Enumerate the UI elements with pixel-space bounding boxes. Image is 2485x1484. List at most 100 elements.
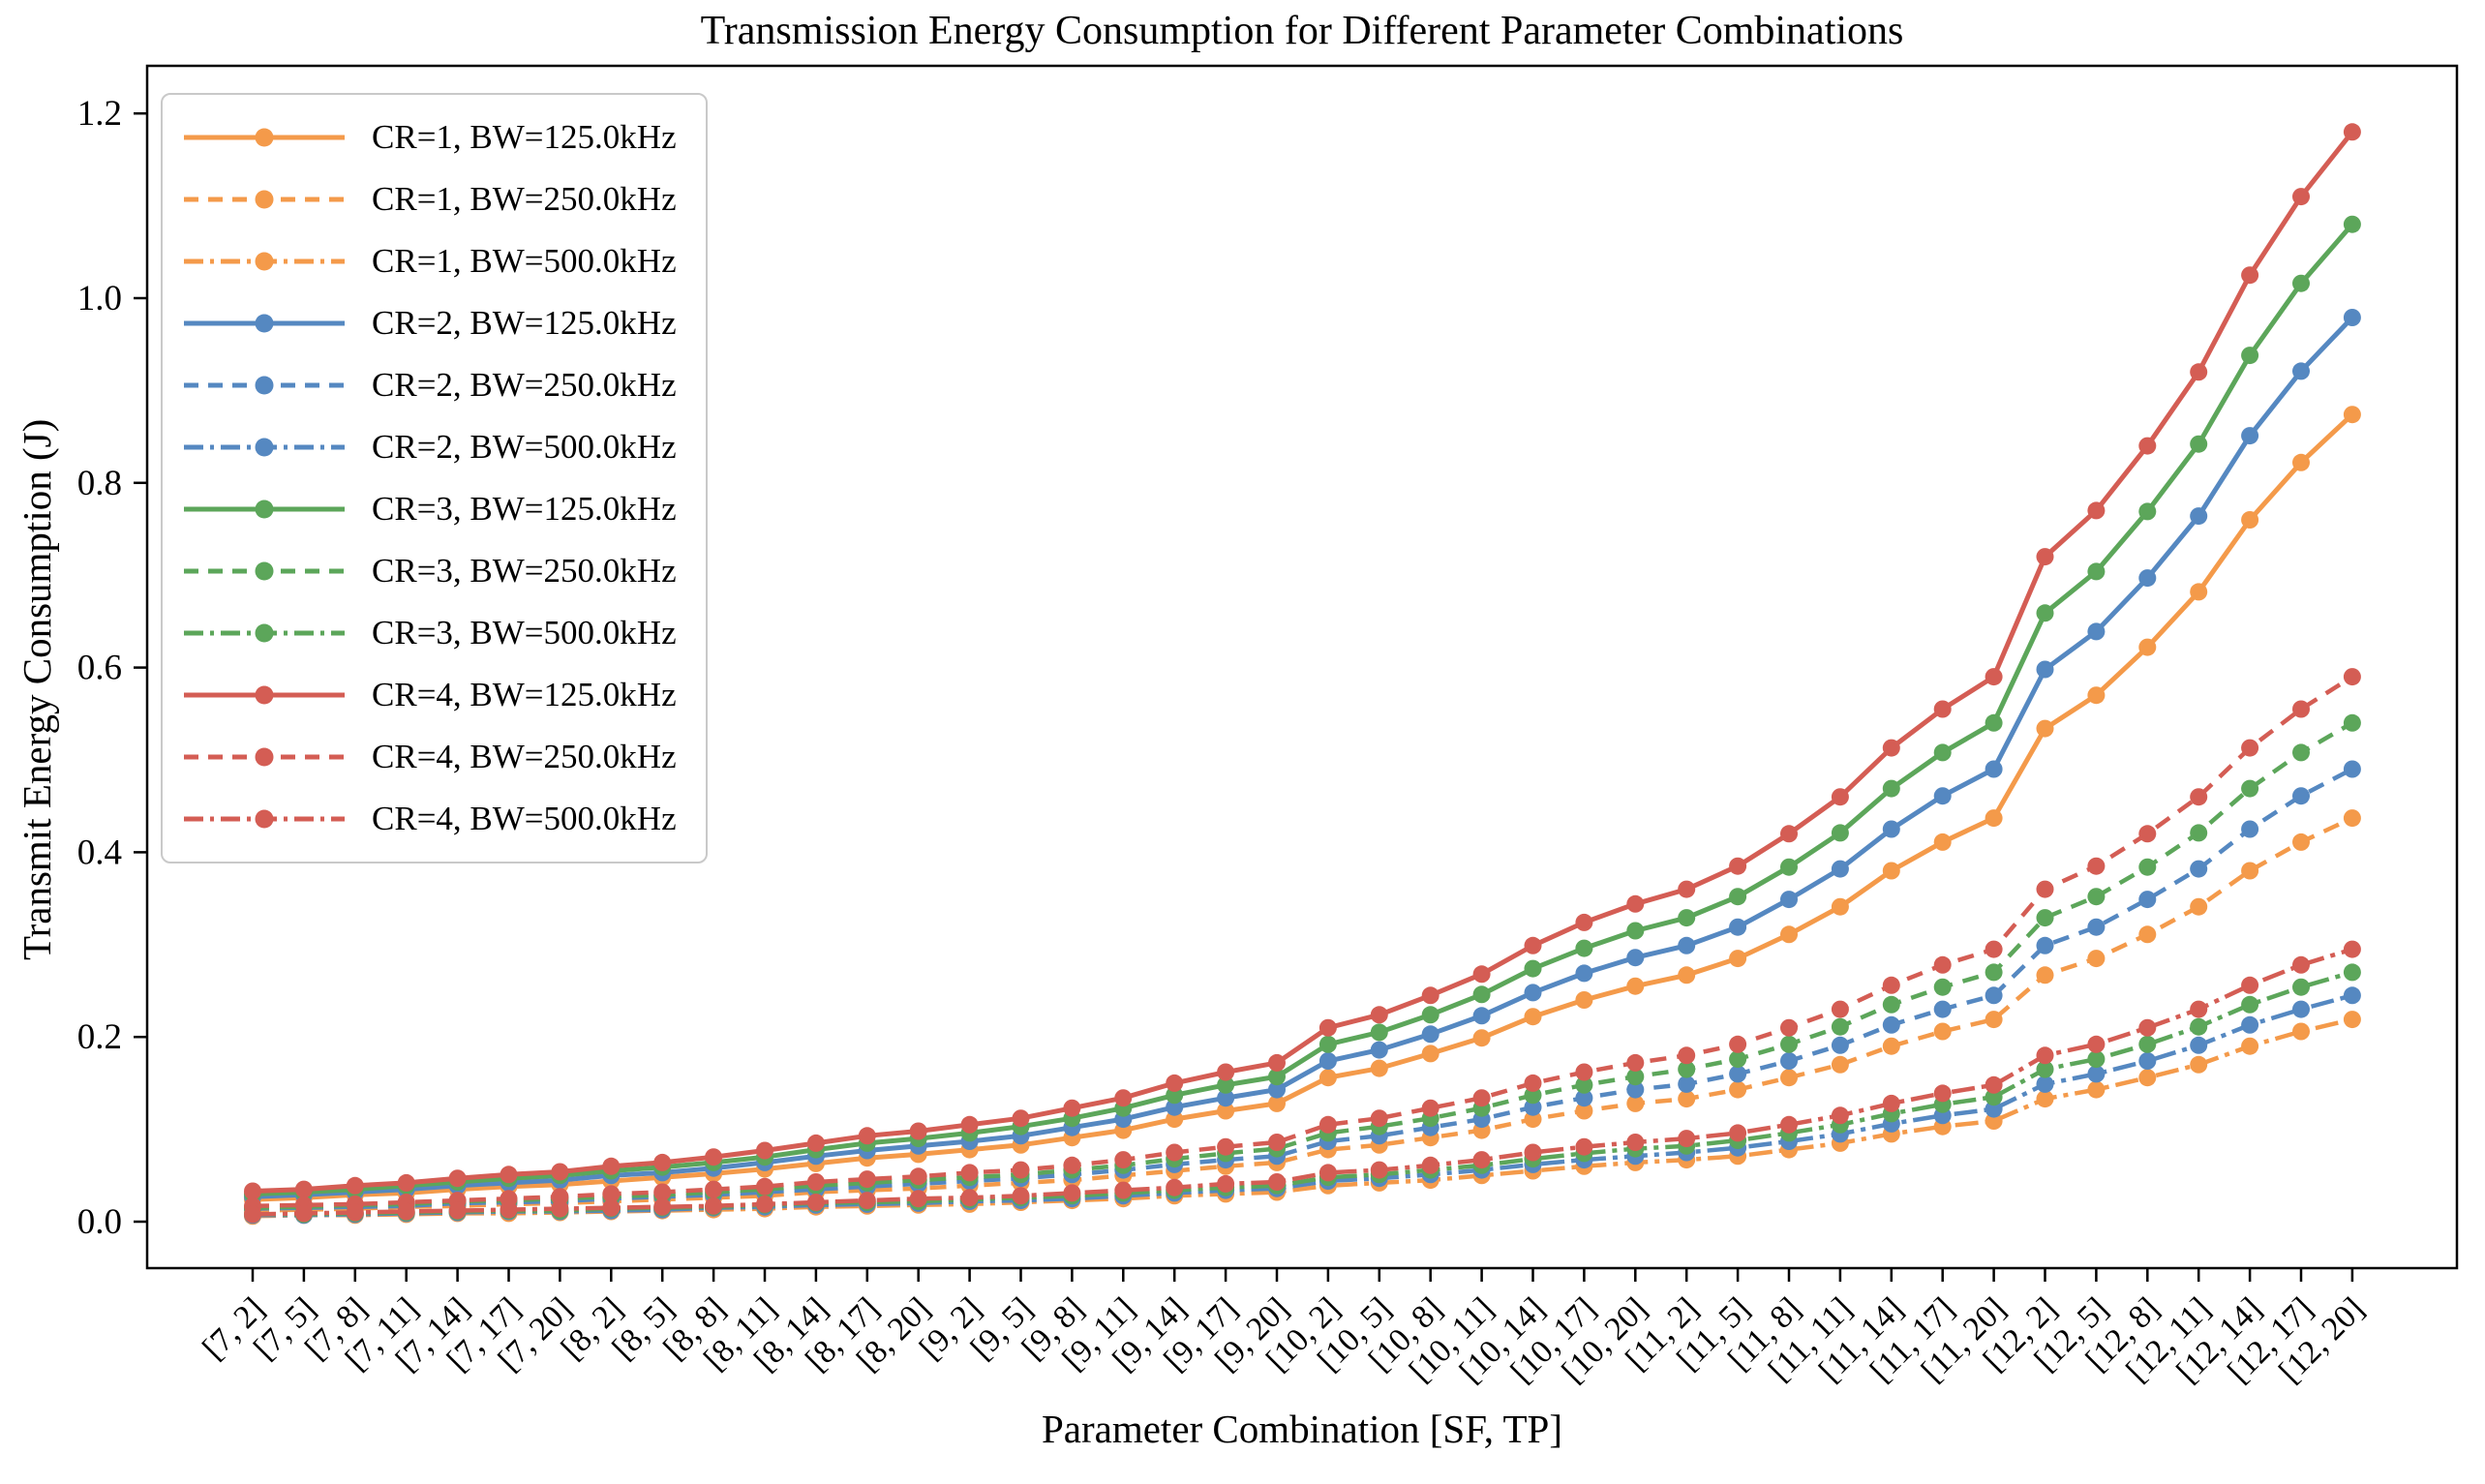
data-point-marker [2036, 909, 2054, 927]
data-point-marker [1421, 1156, 1439, 1174]
data-point-marker [2036, 936, 2054, 954]
legend-line-sample-icon [184, 190, 345, 209]
data-point-marker [2190, 1036, 2208, 1054]
data-point-marker [1933, 1084, 1952, 1103]
data-point-marker [1318, 1035, 1337, 1053]
data-point-marker [2343, 123, 2361, 141]
data-point-marker [2190, 860, 2208, 878]
data-point-marker [2036, 1046, 2054, 1065]
data-point-marker [1780, 1069, 1798, 1087]
data-point-marker [1421, 1099, 1439, 1117]
legend-label: CR=2, BW=500.0kHz [372, 428, 677, 466]
legend-line-sample-icon [184, 438, 345, 457]
data-point-marker [1933, 787, 1952, 805]
data-point-marker [1831, 788, 1849, 806]
data-point-marker [1780, 1115, 1798, 1134]
data-point-marker [2343, 713, 2361, 732]
data-point-marker [653, 1183, 672, 1201]
data-point-marker [705, 1180, 723, 1198]
legend-label: CR=3, BW=250.0kHz [372, 552, 677, 590]
data-point-marker [1421, 1025, 1439, 1044]
legend-label: CR=1, BW=125.0kHz [372, 118, 677, 156]
data-point-marker [806, 1173, 825, 1191]
data-point-marker [2087, 1080, 2106, 1099]
data-point-marker [2087, 1035, 2106, 1053]
data-point-marker [1472, 965, 1491, 984]
legend-entry: CR=3, BW=125.0kHz [182, 478, 677, 540]
data-point-marker [1318, 1018, 1337, 1037]
data-point-marker [2087, 501, 2106, 520]
data-point-marker [1882, 976, 1900, 994]
data-point-marker [2343, 986, 2361, 1005]
legend-label: CR=4, BW=250.0kHz [372, 738, 677, 775]
data-point-marker [2292, 955, 2310, 974]
data-point-marker [1114, 1181, 1133, 1199]
data-point-marker [2036, 966, 2054, 984]
legend-marker-icon [255, 252, 274, 271]
legend-entry: CR=1, BW=500.0kHz [182, 230, 677, 292]
data-point-marker [1626, 1094, 1645, 1112]
data-point-marker [1729, 1050, 1747, 1069]
data-point-marker [2241, 427, 2259, 445]
data-point-marker [2292, 700, 2310, 718]
data-point-marker [2190, 583, 2208, 601]
data-point-marker [2036, 604, 2054, 622]
legend-entry: CR=4, BW=125.0kHz [182, 664, 677, 726]
data-point-marker [602, 1198, 621, 1217]
data-point-marker [1575, 913, 1593, 931]
data-point-marker [1933, 1022, 1952, 1041]
data-point-marker [1370, 1023, 1388, 1042]
data-point-marker [1831, 897, 1849, 916]
data-point-marker [1166, 1110, 1184, 1129]
data-point-marker [1831, 824, 1849, 842]
legend-label: CR=1, BW=250.0kHz [372, 180, 677, 218]
legend-entry: CR=1, BW=125.0kHz [182, 106, 677, 168]
data-point-marker [2292, 743, 2310, 762]
legend-marker-icon [255, 190, 274, 209]
data-point-marker [1166, 1074, 1184, 1092]
data-point-marker [1472, 1007, 1491, 1025]
data-point-marker [1114, 1151, 1133, 1169]
y-axis-label: Transmit Energy Consumption (J) [15, 418, 59, 960]
data-point-marker [1166, 1143, 1184, 1162]
data-point-marker [1985, 668, 2003, 686]
data-point-marker [1882, 995, 1900, 1014]
data-point-marker [1114, 1089, 1133, 1107]
data-point-marker [1729, 1065, 1747, 1083]
data-point-marker [1678, 1075, 1696, 1093]
data-point-marker [2190, 1000, 2208, 1018]
data-point-marker [1472, 1029, 1491, 1047]
legend-line-sample-icon [184, 128, 345, 147]
legend-entry: CR=4, BW=500.0kHz [182, 788, 677, 850]
data-point-marker [1575, 1063, 1593, 1081]
data-point-marker [2190, 897, 2208, 916]
data-point-marker [1575, 1137, 1593, 1156]
data-point-marker [1985, 1100, 2003, 1118]
data-point-marker [1524, 1008, 1542, 1026]
data-point-marker [1318, 1052, 1337, 1070]
data-point-marker [602, 1185, 621, 1203]
data-point-marker [2138, 1035, 2157, 1053]
data-point-marker [1678, 909, 1696, 927]
data-point-marker [244, 1182, 261, 1200]
legend-marker-icon [255, 500, 274, 519]
data-point-marker [2138, 1018, 2157, 1037]
data-point-marker [500, 1200, 518, 1219]
data-point-marker [1985, 963, 2003, 982]
y-tick-label: 0.0 [77, 1202, 122, 1242]
legend-line-sample-icon [184, 314, 345, 333]
data-point-marker [1063, 1184, 1081, 1202]
data-point-marker [1472, 1089, 1491, 1107]
data-point-marker [1985, 940, 2003, 958]
data-point-marker [2190, 435, 2208, 453]
data-point-marker [1831, 1017, 1849, 1036]
data-point-marker [1268, 1053, 1286, 1072]
data-point-marker [1575, 964, 1593, 983]
data-point-marker [1166, 1098, 1184, 1116]
data-point-marker [2241, 1037, 2259, 1055]
data-point-marker [960, 1164, 979, 1182]
legend-marker-icon [255, 623, 274, 643]
data-point-marker [1729, 1124, 1747, 1142]
data-point-marker [1217, 1075, 1235, 1094]
data-point-marker [1217, 1089, 1235, 1107]
